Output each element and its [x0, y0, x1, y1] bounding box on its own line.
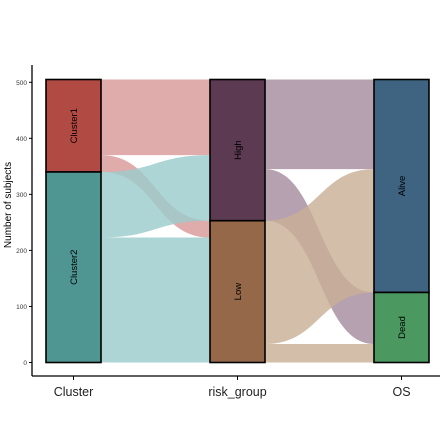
flow-low-alive [265, 169, 374, 345]
stratum-label-low: Low [233, 283, 244, 301]
y-tick-label-0: 0 [23, 360, 27, 367]
y-tick-label-300: 300 [16, 192, 27, 199]
flow-cluster2-high [101, 155, 210, 238]
stratum-label-high: High [233, 140, 244, 160]
stratum-dead [373, 291, 430, 364]
stratum-low [209, 219, 266, 364]
y-tick-label-100: 100 [16, 304, 27, 311]
stratum-cluster2 [45, 171, 102, 364]
x-tick-label-os: OS [392, 385, 410, 399]
y-tick-label-200: 200 [16, 248, 27, 255]
flow-low-dead [265, 344, 374, 363]
flow-high-alive [265, 79, 374, 170]
y-tick-label-500: 500 [16, 80, 27, 87]
strata-layer: Cluster1 Cluster2 High Low Alive Dead [45, 78, 430, 364]
stratum-label-cluster1: Cluster1 [69, 108, 80, 143]
flow-cluster2-low [101, 237, 210, 363]
y-tick-label-400: 400 [16, 136, 27, 143]
stratum-label-alive: Alive [397, 176, 408, 197]
flows-layer [101, 79, 374, 363]
axes-layer: Number of subjects 0 100 200 300 400 500 Clust… [3, 65, 440, 399]
stratum-label-cluster2: Cluster2 [69, 250, 80, 285]
x-tick-label-risk_group: risk_group [208, 385, 266, 399]
x-tick-label-cluster: Cluster [54, 385, 94, 399]
flow-cluster1-high [101, 79, 210, 156]
stratum-cluster1 [45, 78, 102, 173]
y-axis-label: Number of subjects [3, 162, 14, 248]
stratum-label-dead: Dead [397, 316, 408, 339]
stratum-alive [373, 78, 430, 294]
